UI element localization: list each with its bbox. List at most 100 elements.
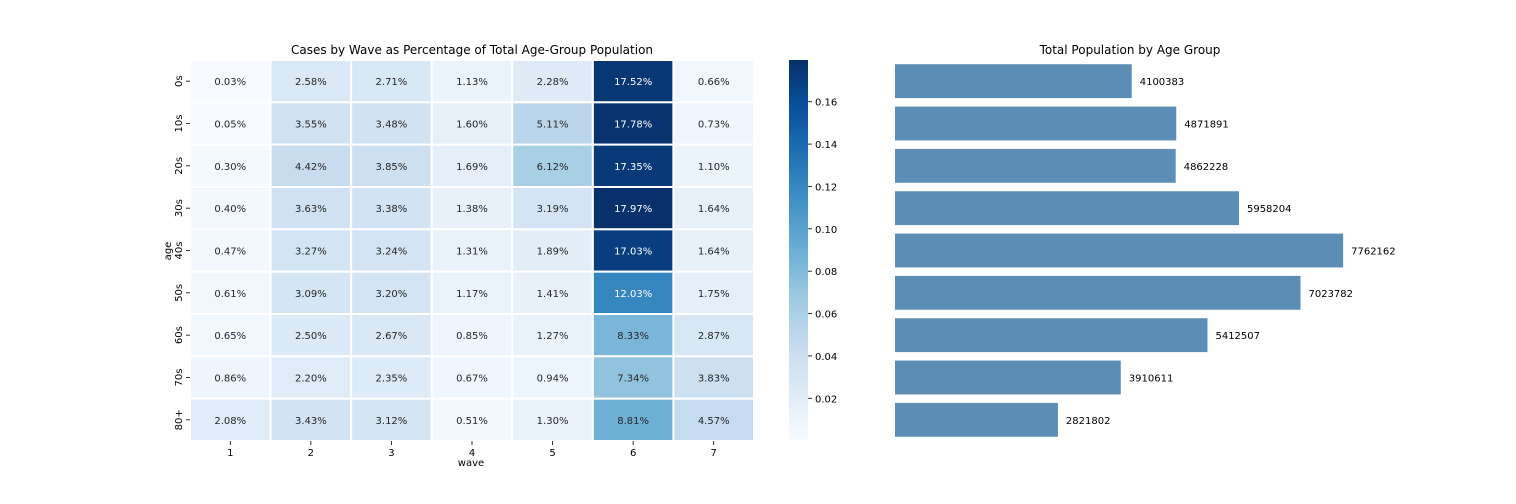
heatmap-cell-label: 4.57% [698,416,730,427]
heatmap-cell-label: 0.51% [456,416,488,427]
heatmap-cell-label: 1.38% [456,204,488,215]
population-bar [895,191,1239,226]
heatmap-cell-label: 17.35% [614,162,652,173]
heatmap-cell [269,270,353,315]
heatmap-cell-label: 0.67% [456,374,488,385]
heatmap-cell [672,101,756,146]
bar-value-label: 3910611 [1129,374,1174,385]
population-bar [895,402,1058,437]
heatmap-cell [350,101,433,146]
heatmap-cell [350,228,433,273]
population-bar [895,360,1121,395]
heatmap-cell [591,313,675,358]
heatmap-cell-label: 17.03% [614,247,652,258]
heatmap-cell-label: 2.20% [295,374,327,385]
heatmap-cell-label: 2.08% [214,416,246,427]
population-bar [895,318,1208,353]
heatmap-cell-label: 3.83% [698,374,730,385]
heatmap-cell-label: 0.40% [214,204,246,215]
heatmap-cell-label: 3.38% [376,204,408,215]
colorbar-tick-label: 0.06 [815,310,837,321]
heatmap-cell-label: 3.48% [376,120,408,131]
heatmap-cell-label: 0.05% [214,120,246,131]
colorbar-tick-label: 0.14 [815,140,837,151]
colorbar-tick-label: 0.12 [815,182,837,193]
colorbar-tick-label: 0.16 [815,98,837,109]
heatmap-chart: Cases by Wave as Percentage of Total Age… [163,43,756,469]
y-tick-label: 0s [174,75,185,87]
bar-value-label: 4862228 [1184,162,1229,173]
heatmap-cell-label: 6.12% [537,162,569,173]
heatmap-cell [672,355,756,400]
heatmap-cell-label: 2.58% [295,77,327,88]
heatmap-cell [672,313,756,358]
population-bar [895,233,1344,268]
y-tick-label: 30s [174,199,185,217]
x-tick-label: 5 [549,448,555,459]
heatmap-cell-label: 4.42% [295,162,327,173]
heatmap-cell-label: 12.03% [614,289,652,300]
bar-value-label: 5412507 [1215,331,1260,342]
heatmap-cell-label: 1.31% [456,247,488,258]
population-bar [895,275,1301,310]
heatmap-cell [591,355,675,400]
colorbar-tick-label: 0.10 [815,225,837,236]
heatmap-x-tick-labels: 1 2 3 4 5 6 7 [227,441,717,459]
heatmap-cell [511,143,594,189]
heatmap-x-axis-label: wave [458,458,484,469]
heatmap-cell-label: 1.64% [698,204,730,215]
heatmap-cell-label: 3.19% [537,204,569,215]
heatmap-cell-label: 1.17% [456,289,488,300]
heatmap-cell [591,59,675,104]
heatmap-cell [269,355,353,400]
heatmap-cell [430,355,514,400]
heatmap-cell [591,143,675,189]
heatmap-cell [672,270,756,315]
heatmap-cell [269,186,353,231]
heatmap-cell-label: 3.43% [295,416,327,427]
y-tick-label: 10s [174,115,185,133]
y-tick-label: 50s [174,284,185,302]
heatmap-cell-label: 7.34% [617,374,649,385]
heatmap-cell-label: 17.52% [614,77,652,88]
heatmap-cell-label: 1.60% [456,120,488,131]
heatmap-cell-label: 3.27% [295,247,327,258]
heatmap-cell-label: 3.24% [376,247,408,258]
y-tick-label: 60s [174,326,185,344]
heatmap-cell-label: 1.10% [698,162,730,173]
heatmap-cell-label: 0.85% [456,331,488,342]
y-tick-label: 70s [174,369,185,387]
heatmap-cell [189,186,272,231]
heatmap-cell [511,397,594,442]
bar-value-label: 4871891 [1184,120,1229,131]
population-bar [895,64,1132,99]
heatmap-cell-label: 2.87% [698,331,730,342]
heatmap-cell-label: 1.41% [537,289,569,300]
population-bar [895,106,1177,141]
heatmap-cell-label: 0.47% [214,247,246,258]
population-bar-chart: Total Population by Age Group 4100383 487… [895,43,1396,437]
heatmap-cell-label: 2.67% [376,331,408,342]
population-bar [895,148,1176,183]
heatmap-cell-label: 0.61% [214,289,246,300]
heatmap-cell-label: 1.13% [456,77,488,88]
heatmap-cell [189,270,272,315]
x-tick-label: 1 [227,448,233,459]
colorbar-ticks: 0.02 0.04 0.06 0.08 0.10 0.12 0.14 0.16 [808,98,837,405]
heatmap-y-axis-label: age [163,242,174,261]
x-tick-label: 6 [630,448,636,459]
bar-value-label: 5958204 [1247,204,1292,215]
heatmap-cell [511,355,594,400]
heatmap-cell-label: 3.55% [295,120,327,131]
heatmap-cell-label: 2.28% [537,77,569,88]
heatmap-cell-label: 0.94% [537,374,569,385]
heatmap-cell [591,186,675,231]
heatmap-cell [350,313,433,358]
heatmap-cell-label: 8.81% [617,416,649,427]
x-tick-label: 2 [308,448,314,459]
heatmap-cell-label: 3.20% [376,289,408,300]
heatmap-cell-label: 0.66% [698,77,730,88]
heatmap-cell-label: 3.63% [295,204,327,215]
x-tick-label: 3 [388,448,394,459]
